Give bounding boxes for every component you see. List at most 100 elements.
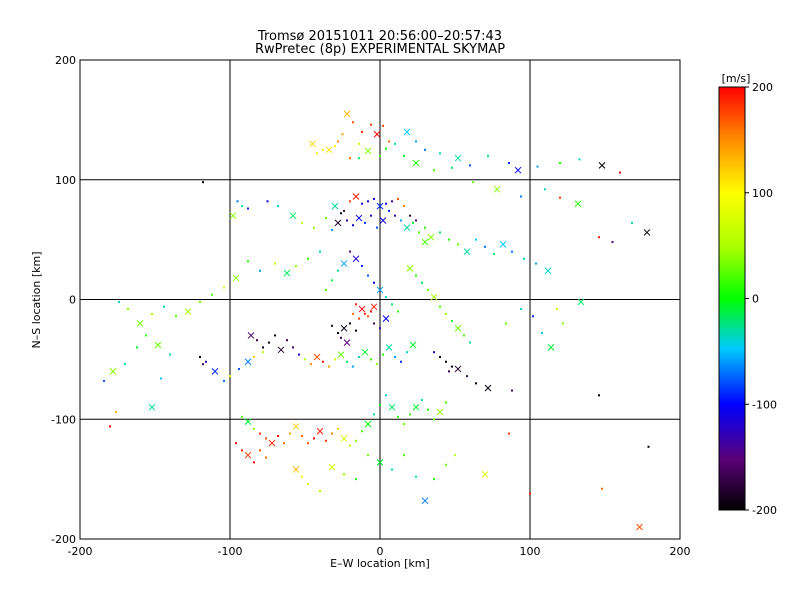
data-point-cross [340,435,348,442]
data-point-cross [376,202,384,210]
data-point-cross [309,140,316,148]
data-point-cross [493,185,501,193]
data-point-cross [412,159,420,167]
data-point-cross [388,403,396,411]
data-point-dot [316,152,318,155]
data-point-dot [223,379,225,382]
data-point-dot [349,444,351,447]
data-point-dot [331,279,333,282]
data-point-dot [235,442,237,445]
data-point-dot [361,264,363,267]
data-point-dot [421,399,423,402]
colorbar-tick-label: -200 [752,504,777,517]
data-point-cross [148,403,156,411]
data-point-dot [388,209,390,212]
data-point-cross [403,128,411,136]
data-point-cross [361,348,369,356]
data-point-dot [532,315,534,318]
data-point-dot [536,165,539,168]
data-point-dot [409,214,411,217]
data-point-dot [307,442,309,445]
data-point-dot [424,226,426,229]
data-point-cross [331,202,339,210]
data-point-dot [367,315,369,318]
data-point-dot [319,490,321,493]
data-point-dot [199,300,201,303]
data-point-dot [475,238,477,241]
data-point-dot [349,157,351,160]
data-point-dot [475,382,477,385]
data-point-dot [370,123,372,126]
data-point-dot [247,207,249,210]
data-point-dot [304,358,306,361]
data-point-dot [247,260,249,263]
data-point-dot [274,262,276,265]
data-point-cross [499,241,507,248]
data-point-dot [394,355,396,358]
data-point-cross [412,403,420,411]
data-point-dot [403,423,405,426]
data-point-dot [391,200,393,203]
data-point-dot [358,157,360,160]
y-tick-label: 100 [55,174,76,187]
data-point-dot [337,332,339,335]
data-point-dot [313,437,315,440]
data-point-cross [463,248,471,255]
data-point-dot [229,375,231,378]
data-point-dot [169,353,171,356]
data-point-dot [403,154,405,157]
data-point-cross [547,344,555,351]
data-point-dot [256,339,258,342]
data-point-dot [598,236,600,239]
data-point-dot [358,317,360,320]
data-point-dot [619,171,621,174]
data-point-dot [307,257,309,260]
data-point-cross [352,193,360,200]
data-point-dot [124,363,126,366]
data-point-dot [259,432,261,435]
data-point-cross [277,346,285,354]
data-point-cross [574,200,582,208]
data-point-dot [445,360,447,363]
data-point-dot [289,432,291,435]
data-point-dot [349,200,351,203]
data-point-cross [109,367,117,375]
data-point-dot [253,461,255,464]
data-point-dot [397,310,399,313]
data-point-dot [520,195,522,198]
data-point-dot [346,360,348,363]
data-point-dot [352,121,354,124]
data-point-dot [346,219,348,222]
data-point-dot [451,320,453,323]
x-tick-label: 0 [377,545,384,558]
y-tick-label: 0 [69,294,76,307]
data-point-dot [493,252,495,255]
data-point-cross [247,332,255,339]
data-point-dot [361,202,363,205]
data-point-dot [562,322,564,325]
data-point-dot [343,209,345,212]
data-point-dot [163,305,165,308]
data-point-dot [361,130,363,133]
data-point-dot [283,442,285,445]
data-point-cross [364,147,372,155]
data-point-dot [391,468,393,471]
data-point-dot [259,269,261,272]
data-point-dot [241,205,243,208]
data-point-dot [379,154,381,157]
data-point-dot [385,394,387,397]
data-point-dot [394,142,396,145]
data-point-dot [451,166,453,169]
data-point-dot [115,411,117,414]
data-point-cross [292,466,300,473]
data-point-dot [310,363,312,366]
data-point-dot [136,346,138,349]
data-point-dot [253,355,255,358]
data-point-cross [232,274,240,282]
data-point-dot [424,148,426,151]
axis-ticks: -200 -100 0 100 200 -200 -100 0 100 200 [51,54,690,558]
data-point-dot [598,394,600,397]
data-point-dot [286,339,288,342]
data-point-dot [277,205,279,208]
data-point-dot [202,363,204,366]
